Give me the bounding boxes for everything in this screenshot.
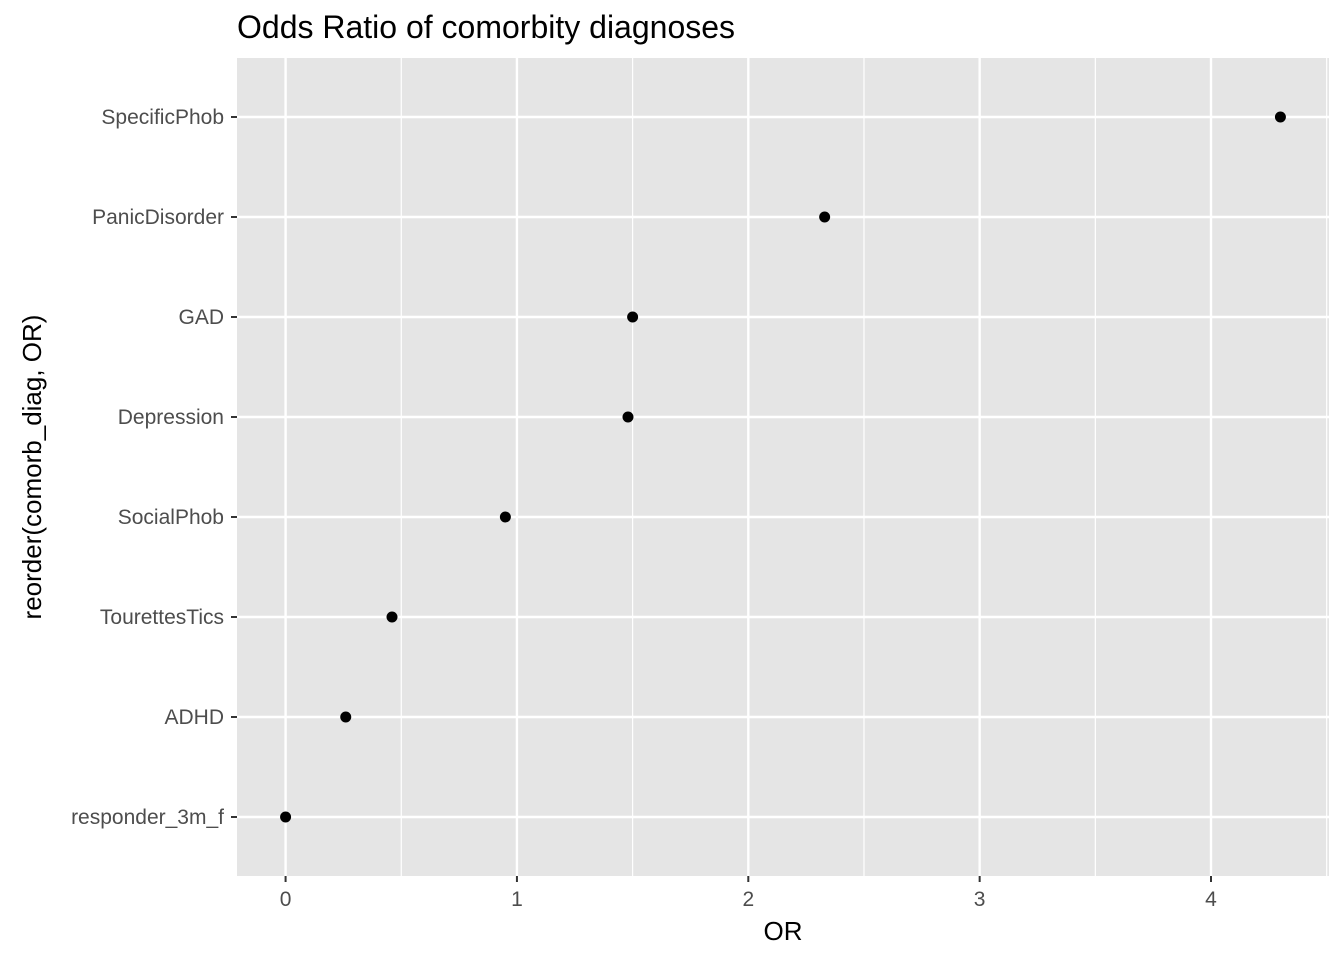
x-tick-label: 3 xyxy=(974,888,986,911)
y-tick-label: responder_3m_f xyxy=(71,806,224,829)
y-tick-label: PanicDisorder xyxy=(92,206,224,229)
x-tick-label: 1 xyxy=(511,888,523,911)
y-axis-title: reorder(comorb_diag, OR) xyxy=(17,315,47,620)
data-point-PanicDisorder xyxy=(819,211,831,223)
chart-title: Odds Ratio of comorbity diagnoses xyxy=(237,9,735,45)
data-point-TourettesTics xyxy=(386,611,398,623)
data-points xyxy=(280,111,1286,823)
plot-panel xyxy=(237,58,1329,876)
data-point-SpecificPhob xyxy=(1274,111,1286,123)
data-point-ADHD xyxy=(340,711,352,723)
y-tick-label: SocialPhob xyxy=(118,506,224,529)
data-point-GAD xyxy=(627,311,639,323)
y-tick-label: SpecificPhob xyxy=(101,106,224,129)
data-point-responder_3m_f xyxy=(280,811,292,823)
x-tick-label: 0 xyxy=(280,888,292,911)
y-tick-label: ADHD xyxy=(164,706,224,729)
y-tick-label: GAD xyxy=(178,306,224,329)
axes: 0 1 2 3 4 responder_3m_f ADHD TourettesTics Soci… xyxy=(71,106,1217,911)
x-axis-title: OR xyxy=(764,916,803,946)
x-tick-label: 4 xyxy=(1205,888,1217,911)
data-point-SocialPhob xyxy=(499,511,511,523)
y-tick-label: TourettesTics xyxy=(100,606,224,629)
y-tick-label: Depression xyxy=(118,406,224,429)
x-tick-label: 2 xyxy=(742,888,754,911)
grid-lines xyxy=(237,58,1329,876)
data-point-Depression xyxy=(622,411,634,423)
